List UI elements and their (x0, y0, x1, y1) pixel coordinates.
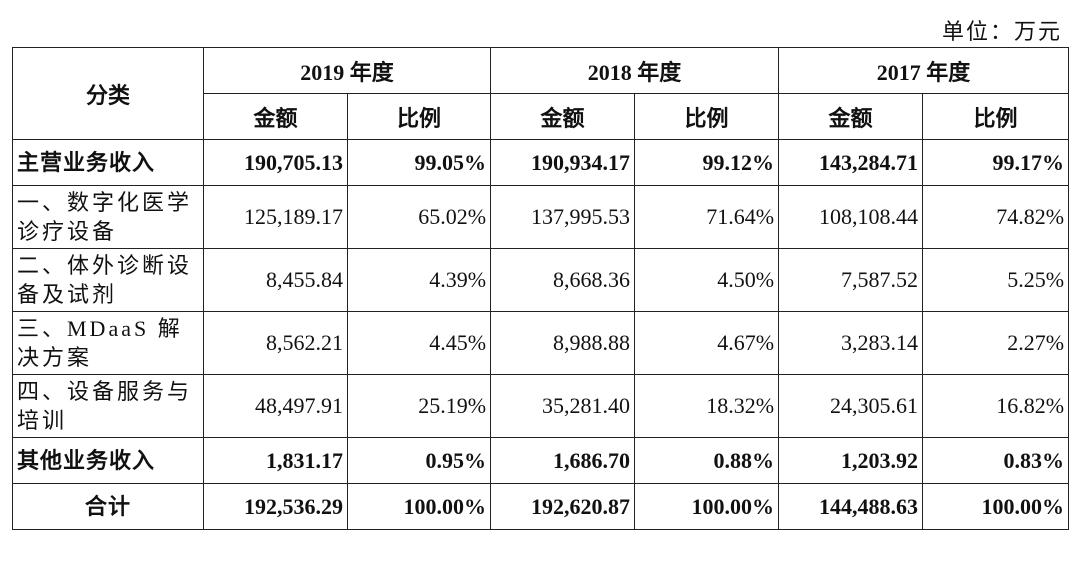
table-body: 主营业务收入 190,705.13 99.05% 190,934.17 99.12% 14… (12, 139, 1070, 530)
cell: 143,284.71 (778, 139, 924, 186)
subheader: 比例 (634, 93, 780, 140)
cell: 4.50% (634, 248, 780, 312)
unit-note: 单位：万元 (941, 19, 1062, 44)
table-row: 二、体外诊断设备及试剂 8,455.84 4.39% 8,668.36 4.50% 7,5… (12, 248, 1070, 312)
cell: 8,455.84 (203, 248, 348, 312)
cell: 137,995.53 (490, 185, 636, 249)
cell: 0.83% (922, 437, 1070, 484)
cell: 1,831.17 (203, 437, 348, 484)
subheader: 比例 (346, 93, 492, 140)
revenue-table: 分类 2019 年度 2018 年度 2017 年度 金额 比例 金额 比例 金额 比例 … (12, 47, 1070, 530)
cell: 100.00% (634, 483, 780, 530)
cell: 25.19% (346, 374, 492, 438)
cell: 3,283.14 (778, 311, 924, 375)
row-label: 主营业务收入 (12, 139, 204, 186)
cell: 5.25% (922, 248, 1070, 312)
cell: 8,668.36 (490, 248, 636, 312)
cell: 24,305.61 (778, 374, 924, 438)
cell: 190,705.13 (203, 139, 348, 186)
subheader: 金额 (490, 93, 636, 140)
cell: 7,587.52 (778, 248, 924, 312)
cell: 0.88% (634, 437, 780, 484)
cell: 192,536.29 (203, 483, 348, 530)
cell: 35,281.40 (490, 374, 636, 438)
cell: 4.45% (346, 311, 492, 375)
cell: 99.05% (346, 139, 492, 186)
table-row: 一、数字化医学诊疗设备 125,189.17 65.02% 137,995.53 71.… (12, 185, 1070, 249)
cell: 0.95% (346, 437, 492, 484)
table-row: 四、设备服务与培训 48,497.91 25.19% 35,281.40 18.32% 2… (12, 374, 1070, 438)
row-label: 一、数字化医学诊疗设备 (12, 185, 204, 249)
cell: 4.39% (346, 248, 492, 312)
cell: 16.82% (922, 374, 1070, 438)
cell: 100.00% (346, 483, 492, 530)
header-row: 分类 2019 年度 2018 年度 2017 年度 (12, 47, 1070, 140)
cell: 8,562.21 (203, 311, 348, 375)
table-row: 其他业务收入 1,831.17 0.95% 1,686.70 0.88% 1,203.92… (12, 437, 1070, 484)
table-row: 三、MDaaS 解决方案 8,562.21 4.45% 8,988.88 4.67% 3,… (12, 311, 1070, 375)
cell: 48,497.91 (203, 374, 348, 438)
subheader: 比例 (922, 93, 1070, 140)
cell: 144,488.63 (778, 483, 924, 530)
row-label: 其他业务收入 (12, 437, 204, 484)
table-row: 合计 192,536.29 100.00% 192,620.87 100.00% 144,… (12, 483, 1070, 530)
row-label: 四、设备服务与培训 (12, 374, 204, 438)
category-header: 分类 (12, 47, 204, 140)
row-label: 合计 (12, 483, 204, 530)
year-header: 2019 年度 (202, 47, 492, 94)
year-header: 2017 年度 (778, 47, 1070, 94)
cell: 4.67% (634, 311, 780, 375)
cell: 1,203.92 (778, 437, 924, 484)
subheader: 金额 (778, 93, 924, 140)
cell: 192,620.87 (490, 483, 636, 530)
cell: 18.32% (634, 374, 780, 438)
cell: 190,934.17 (490, 139, 636, 186)
cell: 100.00% (922, 483, 1070, 530)
row-label: 三、MDaaS 解决方案 (12, 311, 204, 375)
cell: 71.64% (634, 185, 780, 249)
subheader: 金额 (203, 93, 348, 140)
cell: 99.17% (922, 139, 1070, 186)
row-label: 二、体外诊断设备及试剂 (12, 248, 204, 312)
cell: 1,686.70 (490, 437, 636, 484)
table-row: 主营业务收入 190,705.13 99.05% 190,934.17 99.12% 14… (12, 139, 1070, 186)
cell: 8,988.88 (490, 311, 636, 375)
cell: 108,108.44 (778, 185, 924, 249)
cell: 125,189.17 (203, 185, 348, 249)
cell: 65.02% (346, 185, 492, 249)
cell: 99.12% (634, 139, 780, 186)
cell: 74.82% (922, 185, 1070, 249)
year-header: 2018 年度 (490, 47, 780, 94)
cell: 2.27% (922, 311, 1070, 375)
